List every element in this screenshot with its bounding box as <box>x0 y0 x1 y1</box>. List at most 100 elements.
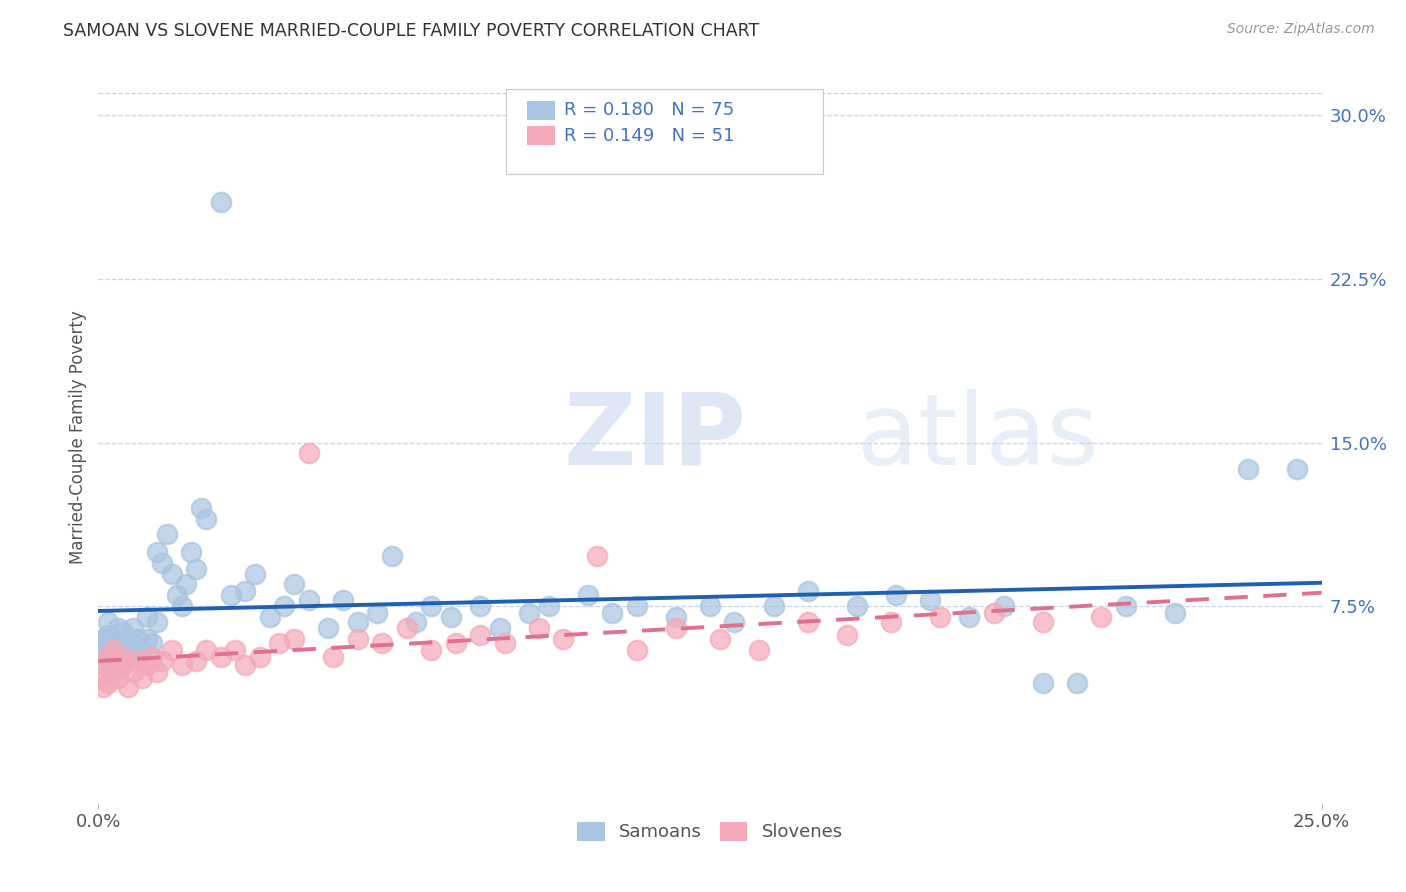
Point <box>405 615 427 629</box>
Point <box>665 621 688 635</box>
Point <box>527 621 550 635</box>
Point <box>322 649 344 664</box>
Point <box>156 527 179 541</box>
Point <box>107 649 129 664</box>
Point <box>929 610 952 624</box>
Point <box>87 671 110 685</box>
Point <box>298 446 321 460</box>
Point <box>136 632 159 646</box>
Point <box>1066 675 1088 690</box>
Text: R = 0.180   N = 75: R = 0.180 N = 75 <box>564 101 734 119</box>
Point <box>880 615 903 629</box>
Point <box>127 632 149 646</box>
Point <box>127 649 149 664</box>
Point <box>298 592 321 607</box>
Point <box>346 615 368 629</box>
Point <box>884 588 907 602</box>
Point <box>762 599 785 614</box>
Point <box>127 654 149 668</box>
Point <box>186 654 208 668</box>
Point <box>101 665 124 679</box>
Point <box>983 606 1005 620</box>
Point <box>1032 675 1054 690</box>
Point <box>366 606 388 620</box>
Point <box>259 610 281 624</box>
Point <box>87 636 110 650</box>
Point <box>249 649 271 664</box>
Point <box>91 632 114 646</box>
Text: SAMOAN VS SLOVENE MARRIED-COUPLE FAMILY POVERTY CORRELATION CHART: SAMOAN VS SLOVENE MARRIED-COUPLE FAMILY … <box>63 22 759 40</box>
Point <box>576 588 599 602</box>
Point <box>117 632 139 646</box>
Point <box>97 628 120 642</box>
Point <box>107 621 129 635</box>
Point <box>468 599 491 614</box>
Point <box>283 632 305 646</box>
Point <box>117 643 139 657</box>
Point <box>993 599 1015 614</box>
Point <box>1090 610 1112 624</box>
Y-axis label: Married-Couple Family Poverty: Married-Couple Family Poverty <box>69 310 87 564</box>
Point <box>209 649 232 664</box>
Point <box>219 588 242 602</box>
Point <box>233 584 256 599</box>
Point <box>160 566 183 581</box>
Point <box>709 632 731 646</box>
Point <box>97 675 120 690</box>
Point <box>150 556 173 570</box>
Point <box>101 643 124 657</box>
Point <box>283 577 305 591</box>
Point <box>468 628 491 642</box>
Point <box>101 643 124 657</box>
Point <box>835 628 858 642</box>
Point <box>626 643 648 657</box>
Point <box>318 621 340 635</box>
Point <box>797 615 820 629</box>
Point <box>176 577 198 591</box>
Point <box>488 621 510 635</box>
Point <box>723 615 745 629</box>
Point <box>440 610 463 624</box>
Point <box>195 643 218 657</box>
Point <box>243 566 266 581</box>
Point <box>600 606 623 620</box>
Point <box>209 195 232 210</box>
Point <box>166 588 188 602</box>
Point <box>699 599 721 614</box>
Text: atlas: atlas <box>856 389 1098 485</box>
Point <box>517 606 540 620</box>
Point <box>273 599 295 614</box>
Point <box>371 636 394 650</box>
Point <box>121 665 143 679</box>
Point <box>845 599 868 614</box>
Point <box>101 665 124 679</box>
Text: R = 0.149   N = 51: R = 0.149 N = 51 <box>564 127 734 145</box>
Point <box>91 643 114 657</box>
Point <box>332 592 354 607</box>
Point <box>1164 606 1187 620</box>
Point <box>146 615 169 629</box>
Point <box>170 599 193 614</box>
Text: ZIP: ZIP <box>564 389 747 485</box>
Point <box>1286 461 1309 475</box>
Point <box>395 621 418 635</box>
Point <box>537 599 560 614</box>
Point <box>957 610 980 624</box>
Point <box>111 658 134 673</box>
Point <box>146 545 169 559</box>
Point <box>797 584 820 599</box>
Point <box>420 643 443 657</box>
Point <box>233 658 256 673</box>
Point <box>748 643 770 657</box>
Point <box>131 643 153 657</box>
Point <box>97 649 120 664</box>
Point <box>665 610 688 624</box>
Point <box>586 549 609 563</box>
Point <box>224 643 246 657</box>
Text: Source: ZipAtlas.com: Source: ZipAtlas.com <box>1227 22 1375 37</box>
Point <box>107 671 129 685</box>
Point <box>121 636 143 650</box>
Point <box>101 632 124 646</box>
Point <box>136 610 159 624</box>
Point <box>444 636 467 650</box>
